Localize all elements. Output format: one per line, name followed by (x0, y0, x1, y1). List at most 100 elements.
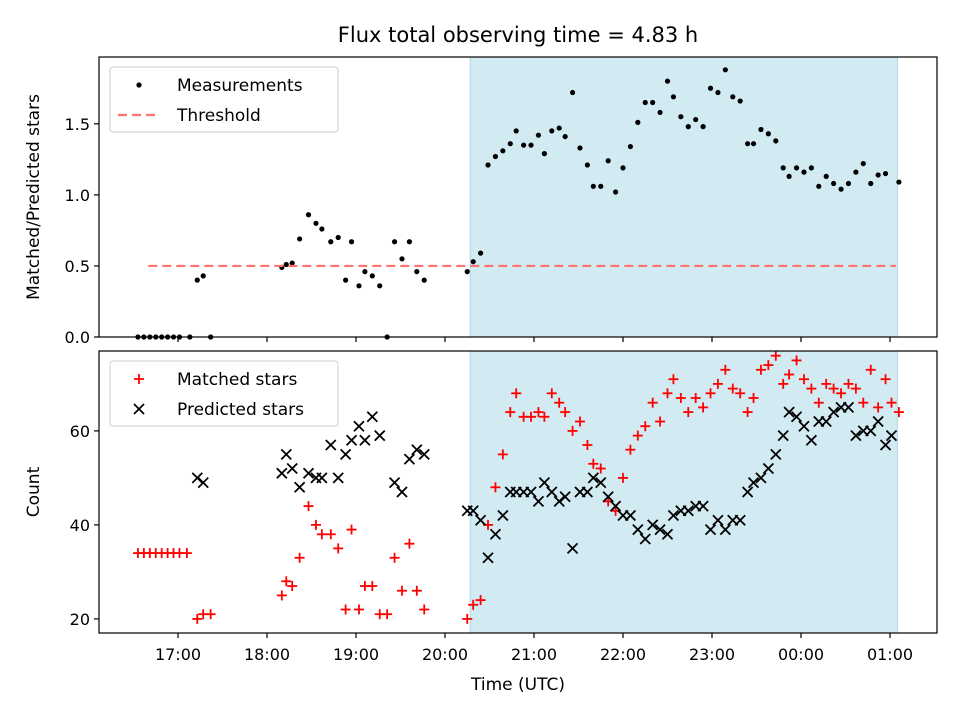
measurement-point (556, 125, 562, 131)
legend-label: Predicted stars (177, 400, 304, 420)
measurement-point (780, 165, 786, 171)
measurement-point (406, 239, 412, 245)
measurement-point (678, 114, 684, 120)
matched-star-point (276, 590, 287, 601)
predicted-star-point (559, 491, 571, 503)
matched-star-point (770, 350, 781, 361)
matched-star-point (567, 425, 578, 436)
predicted-star-point (345, 434, 358, 446)
measurement-point (343, 277, 349, 283)
predicted-star-point (741, 486, 754, 498)
measurement-point (521, 142, 527, 148)
measurement-point (642, 99, 648, 106)
predicted-star-point (719, 523, 731, 536)
measurement-point (590, 183, 596, 189)
measurement-point (362, 269, 368, 275)
predicted-star-point (359, 434, 371, 446)
predicted-star-point (704, 523, 717, 536)
measurement-point (507, 141, 513, 147)
predicted-star-point (755, 472, 767, 484)
measurement-point (773, 138, 779, 144)
measurement-point (200, 273, 206, 279)
predicted-star-point (396, 486, 408, 498)
predicted-star-point (388, 476, 401, 489)
measurement-point (860, 160, 866, 167)
matched-star-point (791, 355, 802, 366)
predicted-star-point (366, 411, 378, 423)
measurement-point (328, 239, 334, 245)
matched-star-point (735, 388, 746, 399)
y-tick-label: 0.0 (65, 328, 90, 347)
measurement-point (635, 119, 641, 125)
matched-star-point (539, 411, 550, 422)
predicted-star-point (339, 448, 352, 461)
measurement-point (194, 277, 200, 283)
x-axis-label: Time (UTC) (470, 675, 565, 695)
predicted-star-point (532, 495, 545, 508)
matched-star-point (618, 472, 628, 483)
x-tick-label: 20:00 (422, 645, 468, 664)
measurement-point (584, 162, 591, 168)
predicted-star-point (474, 514, 487, 526)
matched-star-point (813, 397, 824, 408)
x-tick-label: 23:00 (689, 645, 735, 664)
measurement-point (485, 162, 491, 168)
matched-star-point (640, 421, 651, 432)
matched-star-point (873, 402, 884, 413)
predicted-star-point (667, 509, 680, 522)
predicted-star-point (827, 406, 840, 418)
predicted-star-point (682, 505, 694, 517)
legend: Measurements Threshold (109, 66, 339, 133)
y-tick-label: 60 (70, 422, 90, 441)
measurement-point (745, 141, 751, 147)
matched-star-point (192, 613, 203, 624)
matched-star-point (880, 374, 891, 385)
measurement-point (297, 236, 303, 242)
matched-star-point (668, 374, 679, 385)
matched-star-point (798, 374, 809, 385)
matched-star-point (382, 609, 393, 620)
matched-star-point (755, 364, 766, 375)
predicted-star-point (609, 500, 622, 512)
predicted-star-point (777, 429, 789, 442)
measurement-point (816, 183, 822, 189)
matched-star-point (821, 378, 832, 389)
predicted-star-point (482, 552, 494, 564)
chart-title: Flux total observing time = 4.83 h (338, 23, 698, 47)
measurement-point (670, 94, 677, 100)
measurement-point (831, 180, 837, 187)
legend: Matched stars Predicted stars (109, 360, 339, 427)
measurement-point (549, 128, 555, 134)
predicted-star-point (353, 420, 365, 432)
matched-star-point (850, 383, 861, 394)
measurement-point (650, 99, 656, 106)
matched-star-point (748, 393, 759, 403)
matched-star-point (865, 364, 876, 375)
matched-star-point (419, 604, 430, 615)
measurement-point (348, 239, 355, 245)
predicted-star-point (712, 514, 724, 526)
matched-star-point (475, 595, 486, 606)
y-axis-label: Matched/Predicted stars (24, 94, 44, 300)
measurement-point (758, 126, 764, 133)
predicted-star-point (850, 429, 862, 442)
axes-frame (98, 350, 938, 634)
matched-star-point (554, 397, 565, 408)
predicted-star-point (632, 523, 644, 536)
matched-star-point (294, 552, 305, 563)
measurement-point (838, 186, 844, 192)
predicted-star-point (747, 476, 760, 489)
matched-star-point (675, 393, 686, 403)
y-tick-label: 0.5 (65, 257, 90, 276)
matched-star-point (836, 388, 847, 399)
measurement-point (399, 256, 405, 262)
measurement-point (793, 165, 800, 171)
predicted-star-point (325, 439, 337, 451)
measurement-point (612, 189, 619, 195)
legend-dot-marker (136, 82, 142, 88)
measurement-point (730, 94, 736, 100)
legend-label: Threshold (176, 106, 261, 126)
legend-label: Matched stars (177, 370, 297, 390)
matched-star-point (490, 482, 501, 493)
predicted-star-point (595, 476, 607, 489)
